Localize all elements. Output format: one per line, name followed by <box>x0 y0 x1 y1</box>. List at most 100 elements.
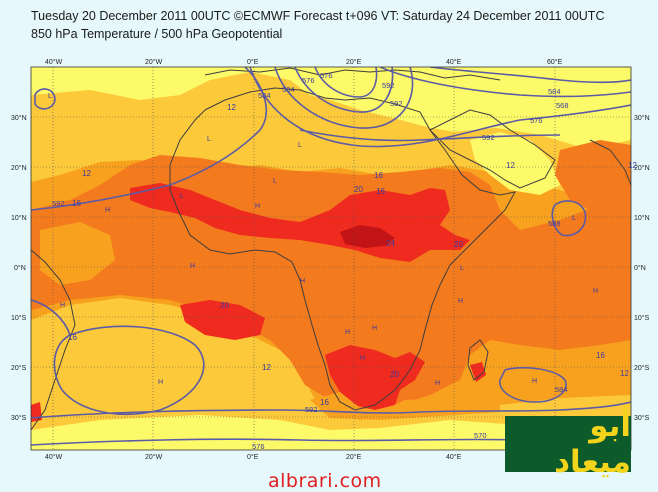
lat-label: 20°S <box>11 364 27 372</box>
lon-label: 60°E <box>547 58 563 66</box>
temp-label: 20 <box>354 185 363 194</box>
geo-label: 592 <box>305 405 318 414</box>
watermark-logo: أبو ميعاد <box>505 408 631 480</box>
geo-label: 576 <box>252 442 265 451</box>
temp-lightorange-sw <box>45 330 190 398</box>
temp-label: 16 <box>320 398 329 407</box>
title-line-2: 850 hPa Temperature / 500 hPa Geopotenti… <box>31 27 283 41</box>
lat-label: 0°N <box>14 264 26 272</box>
coast-madagascar <box>467 339 489 381</box>
temp-label: 12 <box>506 161 515 170</box>
center-marker: H <box>372 325 377 332</box>
lon-label: 40°W <box>45 58 63 66</box>
lat-labels-left: 30°N 20°N 10°N 0°N 10°S 20°S 30°S <box>11 114 27 422</box>
geo-label: 576 <box>530 116 543 125</box>
map-frame <box>30 66 632 451</box>
geo-label: 576 <box>302 76 315 85</box>
temp-label: 20 <box>390 370 399 379</box>
lat-label: 10°S <box>11 314 27 322</box>
coast-africa <box>169 87 516 411</box>
center-marker: L <box>572 215 576 222</box>
geo-label: 570 <box>474 431 487 440</box>
center-marker: H <box>255 203 260 210</box>
center-marker: H <box>60 302 65 309</box>
temp-darkred-core <box>340 225 395 248</box>
lat-label: 30°N <box>11 114 27 122</box>
lat-label: 20°N <box>634 164 650 172</box>
center-marker: L <box>48 93 52 100</box>
temp-label: 12 <box>628 161 637 170</box>
lat-label: 20°N <box>11 164 27 172</box>
lon-label: 40°E <box>446 453 462 461</box>
lon-label: 0°E <box>247 58 259 66</box>
geo-label: 584 <box>282 85 295 94</box>
coast-india <box>589 139 632 186</box>
geo-label: 592 <box>482 133 495 142</box>
geo-label: 588 <box>548 219 561 228</box>
geo-label: 592 <box>390 99 403 108</box>
coast-europe <box>204 67 501 81</box>
temp-label: 12 <box>82 169 91 178</box>
geo-label: 592 <box>52 199 65 208</box>
lat-label: 10°S <box>634 314 650 322</box>
lat-label: 20°S <box>634 364 650 372</box>
lon-label: 40°W <box>45 453 63 461</box>
temp-lightorange-north <box>31 72 330 140</box>
temp-red-south-africa <box>325 345 425 410</box>
lon-label: 20°W <box>145 453 163 461</box>
temp-darkorange-belt <box>31 155 631 410</box>
temp-label: 12 <box>227 103 236 112</box>
temp-lightorange-band2 <box>31 100 631 205</box>
center-marker: H <box>532 378 537 385</box>
temp-label: 20 <box>454 240 463 249</box>
geo-label: 584 <box>258 91 271 100</box>
lon-labels-top: 40°W 20°W 0°E 20°E 40°E 60°E <box>45 58 563 66</box>
lat-label: 0°N <box>634 264 646 272</box>
geo-label: 568 <box>556 101 569 110</box>
center-marker: H <box>360 355 365 362</box>
temp-red-atlantic <box>180 300 265 340</box>
center-marker: H <box>345 329 350 336</box>
lat-labels-right: 30°N 20°N 10°N 0°N 10°S 20°S 30°S <box>634 114 650 422</box>
coastline <box>30 67 632 431</box>
coast-southamerica <box>30 249 76 431</box>
temp-yellow-arabia <box>470 132 560 195</box>
geo-label: 576 <box>320 71 333 80</box>
temp-label: 16 <box>596 351 605 360</box>
geo-label: 584 <box>555 385 568 394</box>
pressure-centers: H H H H H L L L L H H H H L H H L H H L <box>48 93 598 387</box>
center-marker: H <box>105 207 110 214</box>
temp-orange-patch-west <box>40 222 115 285</box>
geo-label: 592 <box>382 81 395 90</box>
lon-label: 20°E <box>346 58 362 66</box>
lon-label: 20°E <box>346 453 362 461</box>
geo-labels: 576 584 584 592 592 584 576 592 592 568 … <box>52 71 569 451</box>
geo-label: 584 <box>548 87 561 96</box>
temp-yellow-south <box>31 415 631 450</box>
center-marker: L <box>273 178 277 185</box>
temp-label: 24 <box>386 239 395 248</box>
temp-label: 16 <box>68 333 77 342</box>
center-marker: H <box>158 379 163 386</box>
title-line-1: Tuesday 20 December 2011 00UTC ©ECMWF Fo… <box>31 9 605 23</box>
center-marker: L <box>298 142 302 149</box>
temp-label: 12 <box>620 369 629 378</box>
center-marker: H <box>435 380 440 387</box>
lat-label: 30°N <box>634 114 650 122</box>
center-marker: H <box>190 263 195 270</box>
temp-label: 16 <box>72 199 81 208</box>
temp-label: 16 <box>374 171 383 180</box>
temp-label: 16 <box>376 187 385 196</box>
center-marker: L <box>180 193 184 200</box>
lat-lon-grid <box>31 67 631 450</box>
center-marker: H <box>593 288 598 295</box>
lat-label: 30°S <box>634 414 650 422</box>
center-marker: L <box>460 265 464 272</box>
center-marker: H <box>458 298 463 305</box>
watermark-arabic-text: أبو ميعاد <box>554 408 631 480</box>
watermark-site[interactable]: albrari.com <box>268 470 382 492</box>
temp-darkorange-indian <box>555 140 631 215</box>
temp-labels: 12 12 16 20 16 24 20 12 16 20 20 16 12 1… <box>68 103 637 407</box>
lat-label: 10°N <box>634 214 650 222</box>
